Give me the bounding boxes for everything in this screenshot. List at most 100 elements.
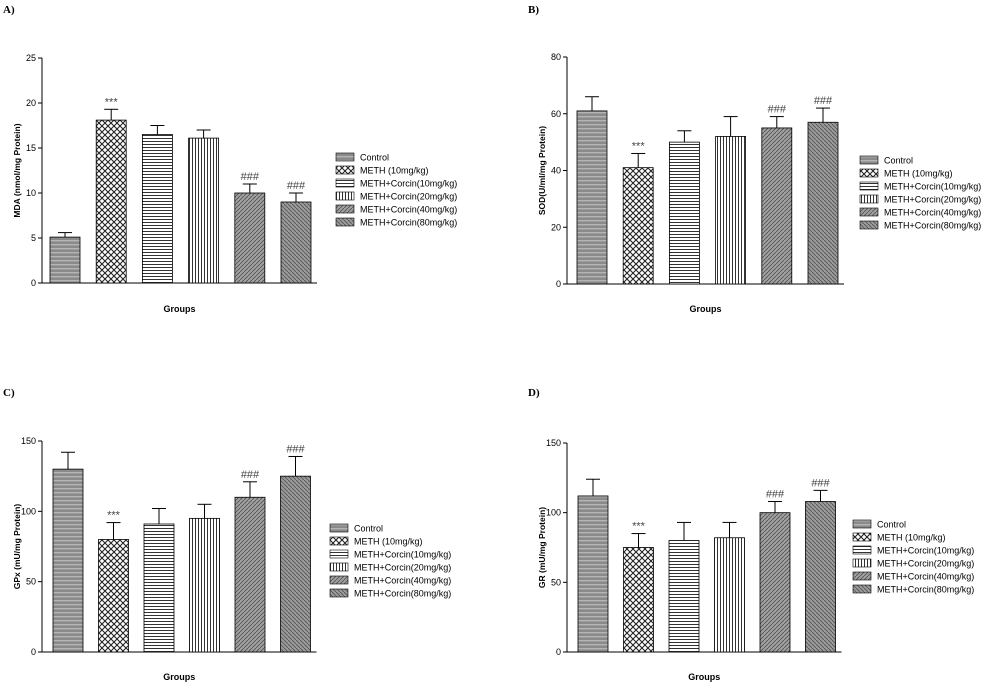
legend-swatch [859, 220, 879, 230]
legend-swatch [852, 519, 872, 529]
legend-swatch [852, 532, 872, 542]
legend-label: Control [884, 156, 913, 166]
significance-mark: *** [632, 140, 646, 152]
x-axis-label: Groups [163, 304, 195, 314]
legend-label: METH (10mg/kg) [884, 169, 953, 179]
legend-swatch [859, 194, 879, 204]
legend-label: METH+Corcin(80mg/kg) [884, 221, 981, 231]
y-tick-label: 20 [551, 222, 561, 232]
chart-3: 0 50 100 150 GR (mU/mg Protein) Groups *** ### #… [537, 438, 974, 682]
bar [141, 134, 173, 284]
legend-swatch [329, 575, 349, 585]
bar [234, 496, 266, 653]
x-axis-label: Groups [688, 672, 720, 682]
bar [98, 539, 129, 653]
significance-mark: *** [107, 510, 121, 522]
y-tick-label: 60 [551, 109, 561, 119]
panel-label: D) [528, 387, 540, 399]
legend-label: METH+Corcin(40mg/kg) [354, 576, 451, 586]
chart-0: 0 5 10 15 20 25 MDA (nmol/mg Protein) Groups ***… [12, 53, 457, 314]
x-axis-label: Groups [689, 304, 721, 314]
legend-swatch [852, 545, 872, 555]
legend-swatch [335, 217, 355, 227]
legend-swatch [859, 155, 879, 165]
legend-label: Control [354, 524, 383, 534]
legend-swatch [335, 191, 355, 201]
bar [669, 141, 700, 285]
bar [95, 119, 127, 284]
legend-swatch [329, 536, 349, 546]
significance-mark: ### [287, 180, 306, 192]
legend-swatch [329, 549, 349, 559]
bar [576, 110, 608, 285]
legend-label: METH+Corcin(20mg/kg) [354, 563, 451, 573]
legend-label: METH+Corcin(80mg/kg) [877, 585, 974, 595]
bar [759, 512, 791, 653]
bar [234, 192, 266, 284]
legend-label: METH+Corcin(80mg/kg) [360, 218, 457, 228]
chart-1: 0 20 40 60 80 SOD(U/ml/mg Protein) Groups *** ##… [537, 52, 981, 314]
significance-mark: *** [105, 96, 119, 108]
legend-swatch [859, 168, 879, 178]
y-tick-label: 20 [26, 98, 36, 108]
legend-label: METH (10mg/kg) [877, 533, 946, 543]
y-tick-label: 0 [556, 279, 561, 289]
legend-swatch [335, 152, 355, 162]
legend-swatch [335, 204, 355, 214]
significance-mark: ### [241, 469, 260, 481]
legend-label: METH+Corcin(80mg/kg) [354, 589, 451, 599]
legend-label: Control [877, 520, 906, 530]
significance-mark: ### [768, 104, 787, 116]
legend-swatch [859, 181, 879, 191]
chart-2: 0 50 100 150 GPx (mU/mg Protein) Groups *** ###… [12, 436, 451, 682]
panel-label: C) [3, 387, 15, 399]
x-axis-label: Groups [163, 672, 195, 682]
bar [280, 201, 312, 284]
y-axis-label: GR (mU/mg Protein) [537, 507, 547, 588]
significance-mark: ### [814, 95, 833, 107]
y-axis-label: GPx (mU/mg Protein) [12, 504, 22, 590]
legend-label: METH+Corcin(40mg/kg) [877, 572, 974, 582]
legend-swatch [335, 165, 355, 175]
y-axis-label: MDA (nmol/mg Protein) [12, 123, 22, 217]
legend-label: METH (10mg/kg) [360, 166, 429, 176]
legend-swatch [329, 523, 349, 533]
y-tick-label: 150 [546, 438, 561, 448]
bar [761, 127, 793, 285]
legend-label: METH+Corcin(40mg/kg) [360, 205, 457, 215]
bar [143, 523, 175, 653]
y-tick-label: 15 [26, 143, 36, 153]
bar [715, 136, 746, 285]
y-tick-label: 10 [26, 188, 36, 198]
legend-swatch [329, 588, 349, 598]
y-tick-label: 25 [26, 53, 36, 63]
significance-mark: ### [241, 171, 260, 183]
bar [280, 475, 311, 653]
legend-label: METH+Corcin(10mg/kg) [360, 179, 457, 189]
significance-mark: ### [766, 489, 785, 501]
legend-swatch [852, 558, 872, 568]
bar [577, 495, 609, 653]
bar [188, 137, 220, 284]
y-tick-label: 80 [551, 52, 561, 62]
legend-swatch [335, 178, 355, 188]
legend-label: METH (10mg/kg) [354, 537, 423, 547]
y-tick-label: 5 [31, 233, 36, 243]
y-tick-label: 0 [31, 278, 36, 288]
y-tick-label: 0 [31, 647, 36, 657]
bar [49, 236, 81, 284]
legend-label: METH+Corcin(20mg/kg) [884, 195, 981, 205]
bar [622, 167, 654, 285]
panel-label: A) [3, 4, 15, 16]
legend-label: METH+Corcin(20mg/kg) [360, 192, 457, 202]
bar [52, 468, 84, 653]
significance-mark: *** [632, 521, 646, 533]
significance-mark: ### [286, 443, 305, 455]
legend-swatch [852, 571, 872, 581]
y-tick-label: 0 [556, 647, 561, 657]
legend-label: METH+Corcin(10mg/kg) [877, 546, 974, 556]
legend-swatch [852, 584, 872, 594]
bar [668, 540, 700, 653]
y-tick-label: 40 [551, 166, 561, 176]
legend-label: METH+Corcin(10mg/kg) [354, 550, 451, 560]
